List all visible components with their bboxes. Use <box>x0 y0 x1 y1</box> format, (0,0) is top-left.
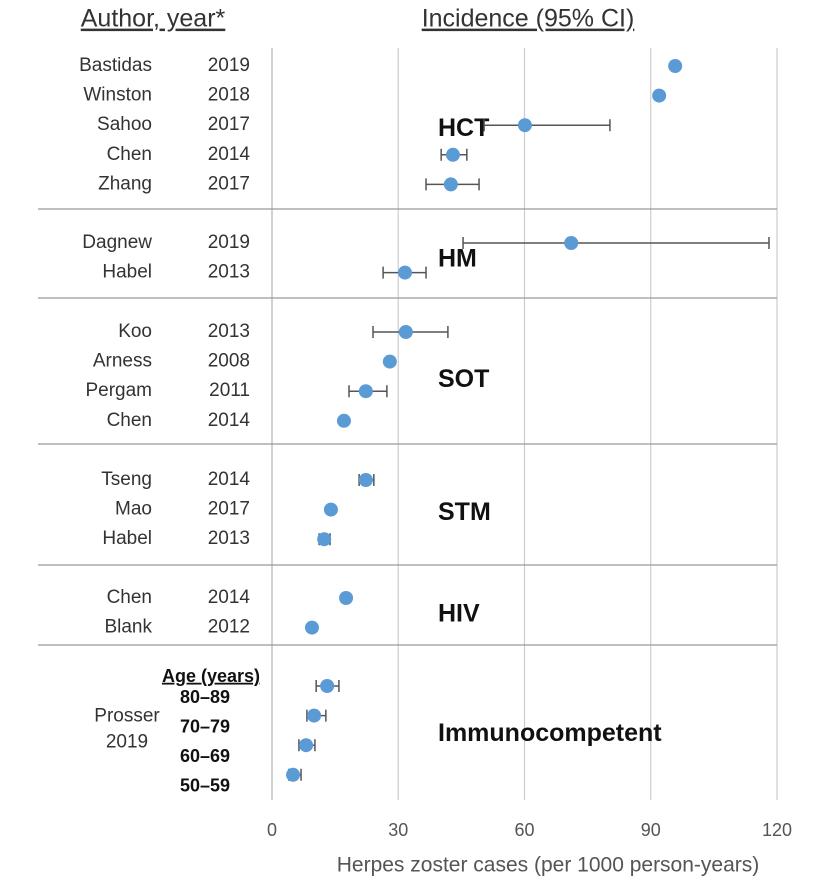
x-tick-label: 30 <box>388 820 408 840</box>
year: 2019 <box>208 55 250 76</box>
point <box>397 265 412 280</box>
group-label: HCT <box>438 114 489 142</box>
year: 2017 <box>208 114 250 135</box>
group-label: STM <box>438 498 491 526</box>
author: Chen <box>107 410 152 431</box>
author: Tseng <box>101 469 152 490</box>
year: 2017 <box>208 173 250 194</box>
point <box>339 591 354 605</box>
x-tick-label: 90 <box>641 820 661 840</box>
author: Koo <box>118 321 152 342</box>
author-header: Author, year* <box>81 5 226 33</box>
author: Arness <box>93 351 152 372</box>
year: 2013 <box>208 321 250 342</box>
year: 2013 <box>208 262 250 283</box>
author: Sahoo <box>97 114 152 135</box>
year: 2014 <box>208 410 251 431</box>
x-tick-label: 120 <box>762 820 792 840</box>
author: Blank <box>104 617 152 638</box>
author: Chen <box>107 587 152 608</box>
year: 2012 <box>208 617 250 638</box>
point <box>382 354 397 369</box>
year: 2008 <box>208 351 250 372</box>
point <box>398 325 413 339</box>
point <box>307 708 322 723</box>
point <box>517 118 532 133</box>
author: Chen <box>107 144 152 165</box>
year: 2017 <box>208 499 250 520</box>
point <box>564 236 579 250</box>
x-tick-label: 60 <box>514 820 534 840</box>
point <box>286 767 301 782</box>
group-label: HM <box>438 244 477 272</box>
year: 2014 <box>208 587 251 608</box>
age-label: 80–89 <box>180 687 230 707</box>
author: Prosser <box>94 705 160 726</box>
author: Dagnew <box>82 232 152 253</box>
point <box>336 413 351 428</box>
point <box>668 59 683 73</box>
year: 2018 <box>208 85 250 106</box>
point <box>323 502 338 517</box>
year: 2014 <box>208 144 251 165</box>
year: 2014 <box>208 469 251 490</box>
author: Habel <box>102 262 152 283</box>
year: 2019 <box>106 731 148 752</box>
point <box>652 88 667 103</box>
author: Bastidas <box>79 55 152 76</box>
author: Winston <box>83 85 152 106</box>
author: Habel <box>102 528 152 549</box>
error-bar <box>483 119 611 132</box>
author: Zhang <box>98 173 152 194</box>
age-label: 70–79 <box>180 716 230 736</box>
age-header: Age (years) <box>162 666 260 686</box>
age-label: 60–69 <box>180 746 230 766</box>
value-header: Incidence (95% CI) <box>422 5 635 33</box>
point <box>358 473 373 487</box>
age-label: 50–59 <box>180 776 230 796</box>
point <box>304 620 319 635</box>
year: 2013 <box>208 528 250 549</box>
point <box>443 177 458 192</box>
group-label: Immunocompetent <box>438 719 662 747</box>
group-label: HIV <box>438 599 480 627</box>
group-label: SOT <box>438 365 489 393</box>
author: Mao <box>115 499 152 520</box>
author: Pergam <box>85 380 152 401</box>
x-tick-label: 0 <box>267 820 277 840</box>
point <box>320 679 335 693</box>
x-axis-label: Herpes zoster cases (per 1000 person-yea… <box>337 854 760 877</box>
point <box>299 738 314 753</box>
point <box>358 384 373 399</box>
year: 2019 <box>208 232 250 253</box>
error-bar <box>462 237 770 249</box>
year: 2011 <box>209 380 250 401</box>
point <box>445 147 460 162</box>
point <box>317 532 332 547</box>
